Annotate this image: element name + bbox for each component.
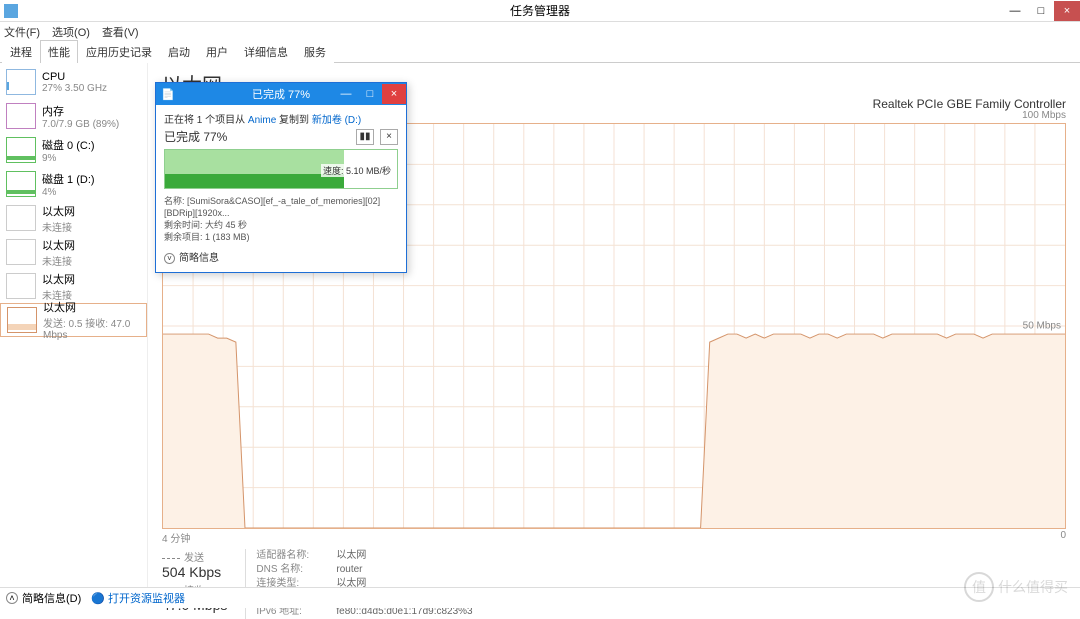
speed-graph: 速度: 5.10 MB/秒 <box>164 149 398 189</box>
sidebar-item-sub: 9% <box>42 153 95 164</box>
tab-5[interactable]: 详细信息 <box>236 40 296 63</box>
fewer-details-button[interactable]: 简略信息(D) <box>22 590 81 606</box>
x-right-label: 0 <box>1060 530 1066 545</box>
sidebar-item-name: 以太网 <box>42 271 75 287</box>
sidebar-thumb-icon <box>7 307 37 333</box>
file-copy-dialog[interactable]: 📄 已完成 77% — □ × 正在将 1 个项目从 Anime 复制到 新加卷… <box>155 82 407 273</box>
sidebar-item-sub: 4% <box>42 187 95 198</box>
copy-meta: 名称: [SumiSora&CASO][ef_-a_tale_of_memori… <box>164 195 398 243</box>
maximize-button[interactable]: □ <box>1028 1 1054 21</box>
meta-name: 名称: [SumiSora&CASO][ef_-a_tale_of_memori… <box>164 195 398 219</box>
sidebar-item-2[interactable]: 磁盘 0 (C:)9% <box>0 133 147 167</box>
detail-key: 适配器名称: <box>256 549 336 563</box>
status-bar: ˄ 简略信息(D) 🔵 打开资源监视器 <box>0 587 1080 608</box>
pause-button[interactable]: ▮▮ <box>356 129 374 145</box>
sidebar-item-name: 以太网 <box>42 203 75 219</box>
menu-bar: 文件(F) 选项(O) 查看(V) <box>0 22 1080 42</box>
sidebar-thumb-icon <box>6 273 36 299</box>
tab-3[interactable]: 启动 <box>160 40 198 63</box>
sidebar-thumb-icon <box>6 103 36 129</box>
tab-bar: 进程性能应用历史记录启动用户详细信息服务 <box>0 42 1080 63</box>
sidebar-thumb-icon <box>6 239 36 265</box>
sidebar-item-name: 磁盘 0 (C:) <box>42 137 95 153</box>
sidebar-item-sub: 未连接 <box>42 219 75 234</box>
close-button[interactable]: × <box>1054 1 1080 21</box>
meta-remain-time: 剩余时间: 大约 45 秒 <box>164 219 398 231</box>
sidebar-item-name: 磁盘 1 (D:) <box>42 171 95 187</box>
detail-block: 适配器名称:以太网DNS 名称:router连接类型:以太网IPv4 地址:19… <box>245 549 472 619</box>
sidebar-thumb-icon <box>6 171 36 197</box>
fewer-details-toggle[interactable]: ˅简略信息 <box>164 249 398 264</box>
sidebar-item-0[interactable]: CPU27% 3.50 GHz <box>0 65 147 99</box>
progress-label: 已完成 77% <box>164 128 227 145</box>
detail-value: 以太网 <box>336 549 366 563</box>
menu-view[interactable]: 查看(V) <box>102 24 139 40</box>
sidebar-item-7[interactable]: 以太网发送: 0.5 接收: 47.0 Mbps <box>0 303 147 337</box>
dest-link[interactable]: 新加卷 (D:) <box>312 115 361 126</box>
send-value: 504 Kbps <box>162 564 227 580</box>
sidebar-item-sub: 7.0/7.9 GB (89%) <box>42 119 119 130</box>
send-stat: 发送 504 Kbps 接收 47.0 Mbps <box>162 549 227 619</box>
source-link[interactable]: Anime <box>248 115 276 126</box>
open-resource-monitor-link[interactable]: 🔵 打开资源监视器 <box>91 590 185 606</box>
sidebar-item-5[interactable]: 以太网未连接 <box>0 235 147 269</box>
sidebar-thumb-icon <box>6 137 36 163</box>
sidebar-item-6[interactable]: 以太网未连接 <box>0 269 147 303</box>
tab-6[interactable]: 服务 <box>296 40 334 63</box>
adapter-name: Realtek PCIe GBE Family Controller <box>873 97 1066 111</box>
copy-description: 正在将 1 个项目从 Anime 复制到 新加卷 (D:) <box>164 111 398 126</box>
dialog-close-button[interactable]: × <box>382 84 406 104</box>
sidebar: CPU27% 3.50 GHz内存7.0/7.9 GB (89%)磁盘 0 (C… <box>0 63 148 587</box>
sidebar-item-name: CPU <box>42 71 107 83</box>
window-title: 任务管理器 <box>510 2 570 19</box>
dialog-title: 已完成 77% <box>252 86 310 102</box>
cancel-copy-button[interactable]: × <box>380 129 398 145</box>
sidebar-item-name: 以太网 <box>42 237 75 253</box>
sidebar-thumb-icon <box>6 69 36 95</box>
minimize-button[interactable]: — <box>1002 1 1028 21</box>
chevron-up-icon[interactable]: ˄ <box>6 592 18 604</box>
sidebar-thumb-icon <box>6 205 36 231</box>
meta-remain-items: 剩余项目: 1 (183 MB) <box>164 231 398 243</box>
speed-label: 速度: 5.10 MB/秒 <box>321 164 393 177</box>
tab-2[interactable]: 应用历史记录 <box>78 40 160 63</box>
dialog-body: 正在将 1 个项目从 Anime 复制到 新加卷 (D:) 已完成 77% ▮▮… <box>156 105 406 272</box>
detail-key: DNS 名称: <box>256 563 336 577</box>
dialog-maximize-button[interactable]: □ <box>358 84 382 104</box>
dialog-titlebar[interactable]: 📄 已完成 77% — □ × <box>156 83 406 105</box>
sidebar-item-name: 以太网 <box>43 299 140 315</box>
tab-0[interactable]: 进程 <box>2 40 40 63</box>
dialog-minimize-button[interactable]: — <box>334 84 358 104</box>
sidebar-item-sub: 发送: 0.5 接收: 47.0 Mbps <box>43 315 140 341</box>
stats-row: 发送 504 Kbps 接收 47.0 Mbps 适配器名称:以太网DNS 名称… <box>162 549 1066 619</box>
sidebar-item-sub: 27% 3.50 GHz <box>42 83 107 94</box>
window-titlebar: 任务管理器 — □ × <box>0 0 1080 22</box>
watermark: 值 什么值得买 <box>964 572 1068 602</box>
x-left-label: 4 分钟 <box>162 530 190 545</box>
sidebar-item-3[interactable]: 磁盘 1 (D:)4% <box>0 167 147 201</box>
detail-value: router <box>336 563 362 577</box>
send-label: 发送 <box>184 553 204 564</box>
app-icon <box>4 4 18 18</box>
tab-1[interactable]: 性能 <box>40 40 78 63</box>
menu-options[interactable]: 选项(O) <box>52 24 90 40</box>
tab-4[interactable]: 用户 <box>198 40 236 63</box>
sidebar-item-4[interactable]: 以太网未连接 <box>0 201 147 235</box>
menu-file[interactable]: 文件(F) <box>4 24 40 40</box>
sidebar-item-sub: 未连接 <box>42 253 75 268</box>
sidebar-item-name: 内存 <box>42 103 119 119</box>
window-buttons: — □ × <box>1002 1 1080 21</box>
y-mid-label: 50 Mbps <box>1023 321 1061 332</box>
sidebar-item-1[interactable]: 内存7.0/7.9 GB (89%) <box>0 99 147 133</box>
